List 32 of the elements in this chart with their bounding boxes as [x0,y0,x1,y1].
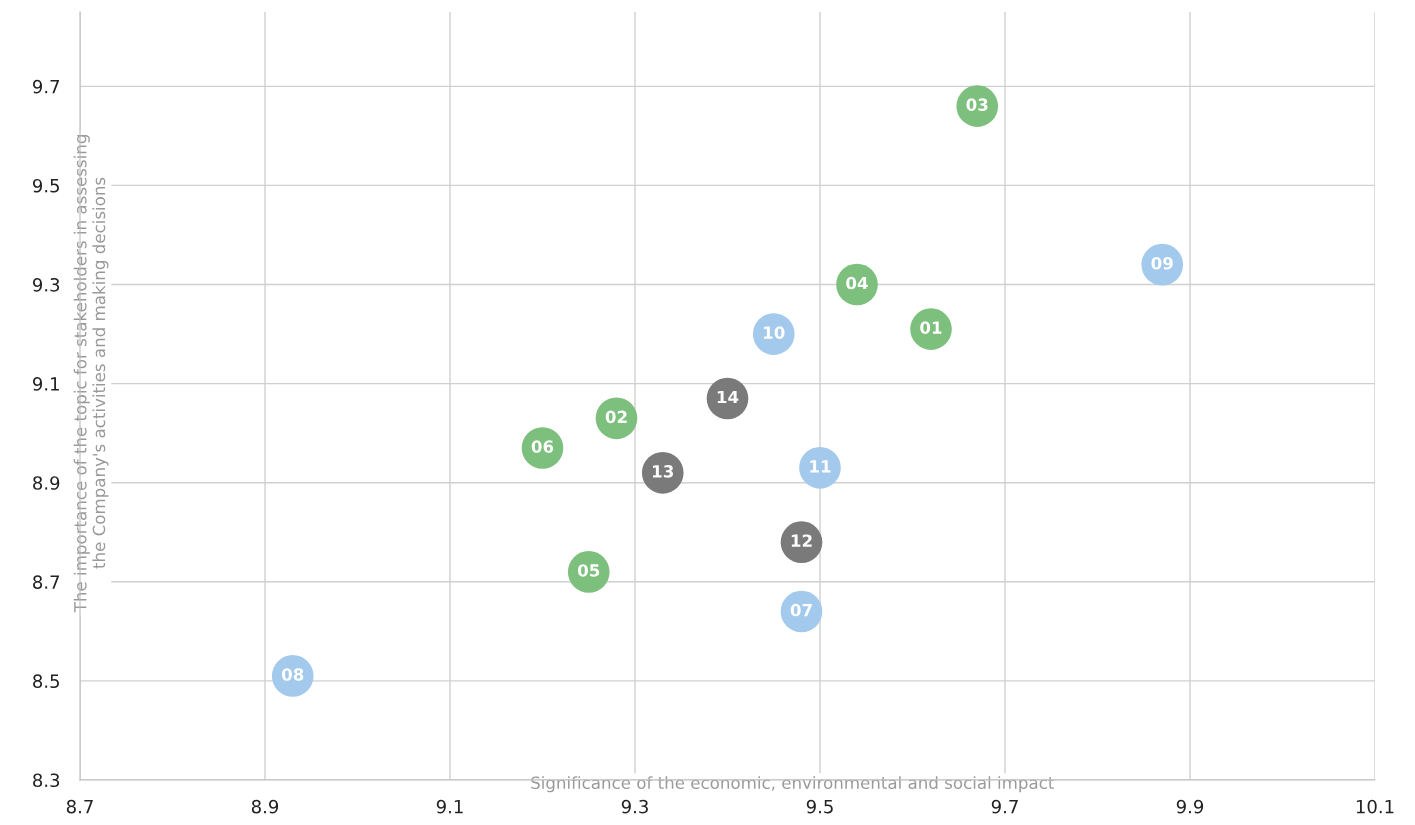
annotation: 05 [577,564,600,577]
x-tick-label: 9.3 [621,799,648,814]
annotation: 03 [966,98,988,111]
annotation: 06 [531,440,554,453]
y-tick-label: 9.5 [32,178,59,193]
y-tick-label: 8.9 [33,476,60,490]
annotation: 11 [810,460,831,473]
x-tick-label: 9.9 [1176,799,1204,814]
x-tick-label: 9.7 [991,799,1018,814]
y-tick-label: 9.3 [32,277,60,292]
y-tick-label: 9.7 [32,79,60,94]
y-tick-label: 8.5 [33,674,59,689]
annotation: 10 [764,326,785,339]
x-tick-label: 8.7 [66,799,93,814]
y-tick-label: 8.7 [33,575,60,589]
annotation: 01 [920,321,942,334]
x-tick-label: 8.9 [251,799,279,814]
annotation: 14 [717,390,739,404]
y-tick-label: 9.1 [32,377,59,391]
annotation: 08 [281,668,304,681]
y-tick-label: 8.3 [33,773,60,788]
annotation: 13 [653,465,674,478]
annotation: 04 [846,276,868,290]
annotation: 07 [790,603,812,617]
y-axis-title: The importance of the topic for stakeholders in assessing the Company's activities and making decisions [73,135,109,613]
x-tick-label: 9.1 [436,799,463,814]
annotation: 09 [1151,256,1173,270]
x-tick-label: 10.1 [1356,799,1394,814]
x-tick-label: 9.5 [806,799,833,814]
annotation: 12 [791,534,812,547]
annotation: 02 [605,410,627,424]
x-axis-title: Significance of the economic, environmental and social impact [531,776,1054,793]
